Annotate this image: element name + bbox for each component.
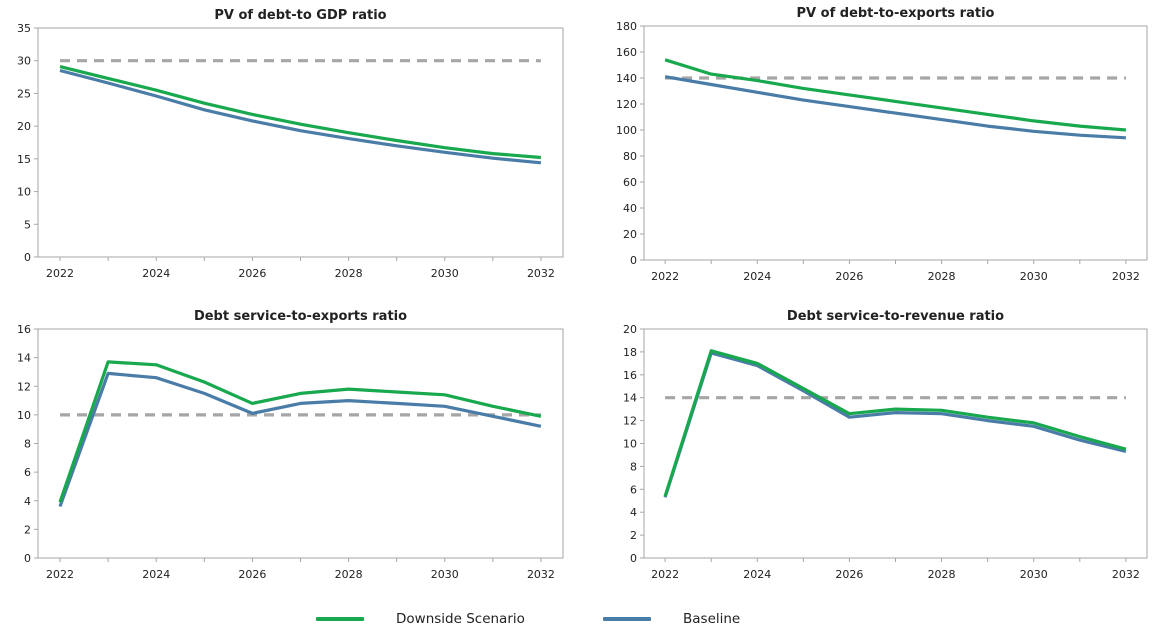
y-tick-label: 8 (630, 460, 637, 473)
charts-panel: PV of debt-to GDP ratio05101520253035202… (17, 6, 1148, 581)
x-tick-label: 2026 (238, 568, 266, 581)
y-tick-label: 5 (24, 218, 31, 231)
x-tick-label: 2024 (743, 568, 771, 581)
y-tick-label: 10 (17, 409, 31, 422)
plot-area (643, 25, 1148, 261)
plot-area (37, 27, 564, 258)
y-tick-label: 12 (17, 380, 31, 393)
x-tick-label: 2026 (835, 568, 863, 581)
series-line-downside (58, 360, 542, 503)
y-tick-label: 6 (24, 466, 31, 479)
series-line-baseline (664, 75, 1126, 140)
x-tick-label: 2022 (651, 568, 679, 581)
y-tick-label: 180 (616, 20, 637, 33)
x-tick-label: 2030 (431, 267, 459, 280)
y-tick-label: 0 (630, 254, 637, 267)
x-tick-label: 2032 (527, 568, 555, 581)
y-tick-label: 40 (623, 202, 637, 215)
chart-title: PV of debt-to-exports ratio (797, 6, 995, 21)
y-tick-label: 20 (623, 323, 637, 336)
y-tick-label: 20 (623, 228, 637, 241)
y-tick-label: 15 (17, 153, 31, 166)
y-tick-label: 20 (17, 120, 31, 133)
x-tick-label: 2028 (335, 568, 363, 581)
x-tick-label: 2026 (238, 267, 266, 280)
series-line-baseline (58, 371, 542, 508)
series-line-downside (59, 65, 542, 160)
x-tick-label: 2028 (928, 270, 956, 283)
series-line-baseline (663, 351, 1127, 498)
x-tick-label: 2024 (743, 270, 771, 283)
legend-swatch-baseline (603, 617, 651, 621)
y-tick-label: 8 (24, 438, 31, 451)
y-tick-label: 35 (17, 22, 31, 35)
legend-item-baseline: Baseline (603, 609, 740, 629)
legend: Downside Scenario Baseline (0, 609, 1154, 629)
x-tick-label: 2030 (431, 568, 459, 581)
x-tick-label: 2022 (651, 270, 679, 283)
chart-title: Debt service-to-exports ratio (194, 309, 407, 324)
legend-item-downside: Downside Scenario (316, 609, 525, 629)
y-tick-label: 100 (616, 124, 637, 137)
chart-title: PV of debt-to GDP ratio (214, 8, 386, 23)
y-tick-label: 10 (623, 438, 637, 451)
legend-swatch-downside (316, 617, 364, 621)
x-tick-label: 2032 (1112, 568, 1140, 581)
x-tick-label: 2032 (527, 267, 555, 280)
y-tick-label: 2 (630, 529, 637, 542)
x-tick-label: 2030 (1020, 270, 1048, 283)
chart-2: PV of debt-to-exports ratio 0 20 40 60 80 100 1… (616, 6, 1148, 283)
y-tick-label: 4 (630, 506, 637, 519)
x-tick-label: 2028 (335, 267, 363, 280)
y-tick-label: 25 (17, 87, 31, 100)
y-tick-label: 0 (630, 552, 637, 565)
x-tick-label: 2028 (928, 568, 956, 581)
y-tick-label: 30 (17, 55, 31, 68)
y-tick-label: 4 (24, 495, 31, 508)
chart-title: Debt service-to-revenue ratio (787, 309, 1004, 324)
y-tick-label: 16 (623, 369, 637, 382)
x-tick-label: 2022 (46, 568, 74, 581)
plot-area (643, 328, 1148, 559)
y-tick-label: 0 (24, 552, 31, 565)
y-tick-label: 14 (623, 392, 637, 405)
x-tick-label: 2032 (1112, 270, 1140, 283)
y-tick-label: 6 (630, 483, 637, 496)
y-tick-label: 0 (24, 251, 31, 264)
x-tick-label: 2022 (46, 267, 74, 280)
series-line-downside (663, 349, 1127, 497)
series-line-downside (664, 58, 1127, 132)
chart-3: Debt service-to-exports ratio 0 2 4 6 8 10 12 14… (17, 309, 564, 581)
legend-label-downside: Downside Scenario (396, 611, 525, 627)
y-tick-label: 60 (623, 176, 637, 189)
y-tick-label: 16 (17, 323, 31, 336)
y-tick-label: 10 (17, 186, 31, 199)
x-tick-label: 2024 (142, 267, 170, 280)
y-tick-label: 18 (623, 346, 637, 359)
y-tick-label: 2 (24, 523, 31, 536)
y-tick-label: 14 (17, 352, 31, 365)
y-tick-label: 120 (616, 98, 637, 111)
x-tick-label: 2030 (1020, 568, 1048, 581)
y-tick-label: 160 (616, 46, 637, 59)
chart-1: PV of debt-to GDP ratio 0 5 10 15 20 25 30 35 202… (17, 8, 564, 280)
series-line-baseline (59, 68, 542, 165)
x-tick-label: 2026 (835, 270, 863, 283)
y-tick-label: 12 (623, 415, 637, 428)
y-tick-label: 80 (623, 150, 637, 163)
chart-4: Debt service-to-revenue ratio 0 2 4 6 8 10 12 14… (623, 309, 1148, 581)
legend-label-baseline: Baseline (683, 611, 741, 627)
y-tick-label: 140 (616, 72, 637, 85)
x-tick-label: 2024 (142, 568, 170, 581)
